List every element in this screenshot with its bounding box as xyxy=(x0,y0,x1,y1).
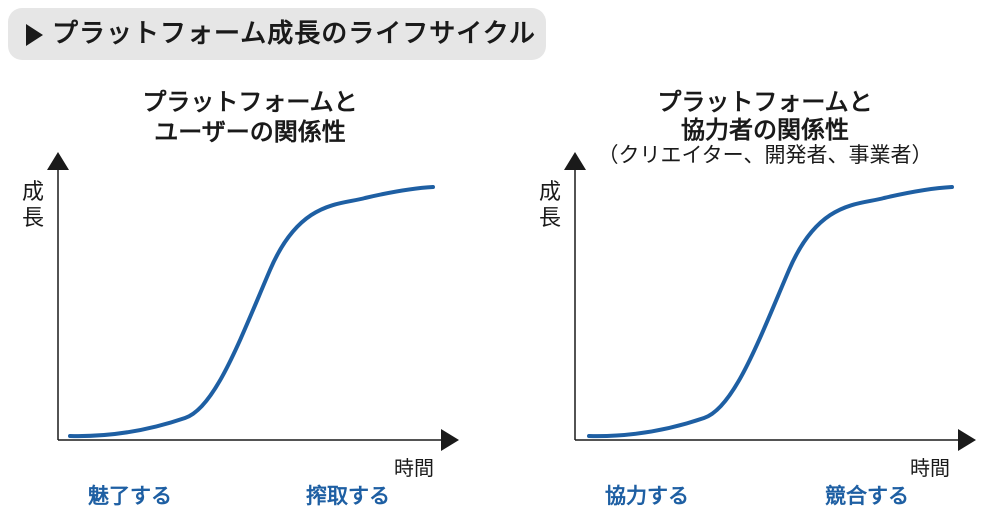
x-axis-arrow-icon xyxy=(958,429,976,451)
x-axis-arrow-icon xyxy=(441,429,459,451)
panel-title-line1: プラットフォームと xyxy=(657,88,873,116)
y-axis-label: 成長 xyxy=(538,180,561,231)
growth-curve xyxy=(68,185,435,439)
panel-subtitle: （クリエイター、開発者、事業者） xyxy=(597,143,933,167)
growth-chart xyxy=(564,152,976,451)
x-axis-label: 時間 xyxy=(394,456,434,480)
section-header: プラットフォーム成長のライフサイクル xyxy=(8,8,546,60)
section-title: プラットフォーム成長のライフサイクル xyxy=(52,19,536,49)
panel-title-line1: プラットフォームと xyxy=(142,88,358,116)
panel-title-line2: ユーザーの関係性 xyxy=(154,118,346,146)
triangle-bullet-icon xyxy=(26,24,43,46)
phase-label-early: 協力する xyxy=(605,484,689,508)
y-axis-label: 成長 xyxy=(21,180,44,231)
x-axis-label: 時間 xyxy=(910,456,950,480)
panel-title-line2: 協力者の関係性 xyxy=(681,116,849,144)
growth-chart xyxy=(47,152,459,451)
panel-partners: プラットフォームと 協力者の関係性 （クリエイター、開発者、事業者） 成長 時間… xyxy=(515,0,1001,529)
growth-curve xyxy=(587,185,954,439)
y-axis-arrow-icon xyxy=(47,152,69,170)
phase-label-early: 魅了する xyxy=(88,484,172,508)
y-axis-arrow-icon xyxy=(564,152,586,170)
phase-label-late: 競合する xyxy=(825,484,909,508)
phase-label-late: 搾取する xyxy=(306,484,390,508)
panel-users: プラットフォームと ユーザーの関係性 成長 時間 魅了する 搾取する xyxy=(0,0,500,529)
